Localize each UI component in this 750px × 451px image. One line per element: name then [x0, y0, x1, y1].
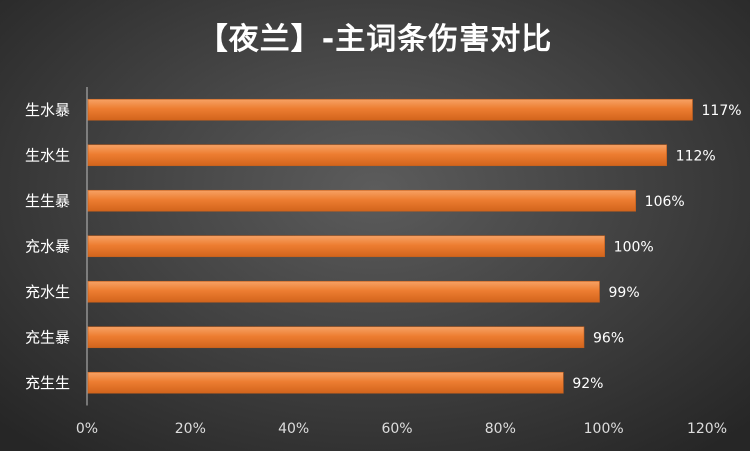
- bar: [87, 189, 636, 212]
- category-label: 充生暴: [25, 328, 70, 346]
- data-label: 117%: [702, 103, 742, 119]
- x-tick-label: 60%: [381, 421, 412, 437]
- x-tick-label: 20%: [175, 421, 206, 437]
- bar: [87, 235, 605, 258]
- x-tick-label: 0%: [76, 421, 98, 437]
- category-label: 生水生: [25, 146, 70, 164]
- data-label: 100%: [614, 239, 654, 255]
- bar: [87, 98, 693, 121]
- category-label: 充水生: [25, 283, 70, 301]
- chart-title: 【夜兰】-主词条伤害对比: [197, 22, 553, 57]
- category-label: 生水暴: [25, 101, 70, 119]
- bar: [87, 371, 564, 394]
- bar-layer: 117% 112% 106% 100% 99% 96% 92%: [87, 98, 742, 394]
- x-tick-label: 100%: [584, 421, 624, 437]
- category-label: 充生生: [25, 374, 70, 392]
- data-label: 96%: [593, 330, 624, 346]
- data-label: 112%: [676, 148, 716, 164]
- bar: [87, 144, 667, 167]
- data-label: 106%: [645, 194, 685, 210]
- bar: [87, 280, 600, 303]
- x-tick-label: 80%: [485, 421, 516, 437]
- x-tick-label: 40%: [278, 421, 309, 437]
- x-tick-label: 120%: [687, 421, 727, 437]
- category-label: 充水暴: [25, 237, 70, 255]
- category-label: 生生暴: [25, 192, 70, 210]
- bar: [87, 326, 585, 349]
- axis-layer: 0% 20% 40% 60% 80% 100% 120% 生水暴生水生生生暴充水暴充水生充生暴…: [25, 87, 727, 437]
- data-label: 92%: [572, 376, 603, 392]
- data-label: 99%: [609, 285, 640, 301]
